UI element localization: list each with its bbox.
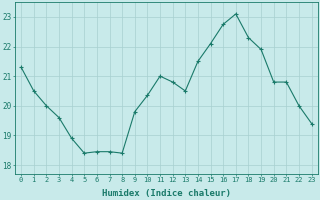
X-axis label: Humidex (Indice chaleur): Humidex (Indice chaleur) [102,189,231,198]
